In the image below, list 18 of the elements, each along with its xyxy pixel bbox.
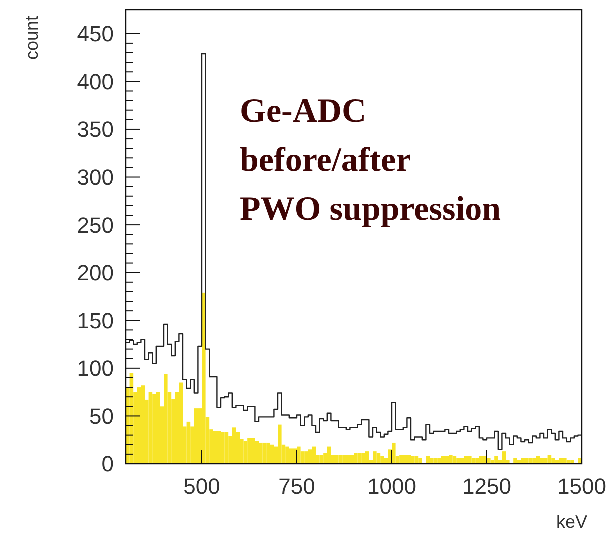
- y-tick-label: 200: [77, 260, 114, 286]
- y-tick-label: 250: [77, 212, 114, 238]
- x-tick-label: 1500: [558, 474, 606, 499]
- y-axis-title: count: [22, 16, 42, 60]
- x-tick-label: 500: [184, 474, 220, 499]
- y-tick-label: 300: [77, 164, 114, 190]
- y-tick-label: 100: [77, 356, 114, 382]
- y-tick-label: 350: [77, 117, 114, 142]
- x-tick-label: 750: [278, 474, 316, 499]
- y-tick-label: 400: [77, 69, 114, 94]
- y-tick-label: 50: [90, 404, 114, 429]
- annotation: Ge-ADC before/after PWO suppression: [240, 93, 502, 228]
- y-tick-label: 450: [77, 22, 114, 47]
- x-tick-label: 1000: [368, 474, 416, 499]
- y-tick-label: 0: [102, 452, 114, 477]
- x-tick-label: 1250: [462, 474, 512, 499]
- x-axis-title: keV: [556, 512, 588, 532]
- y-tick-label: 150: [77, 308, 114, 334]
